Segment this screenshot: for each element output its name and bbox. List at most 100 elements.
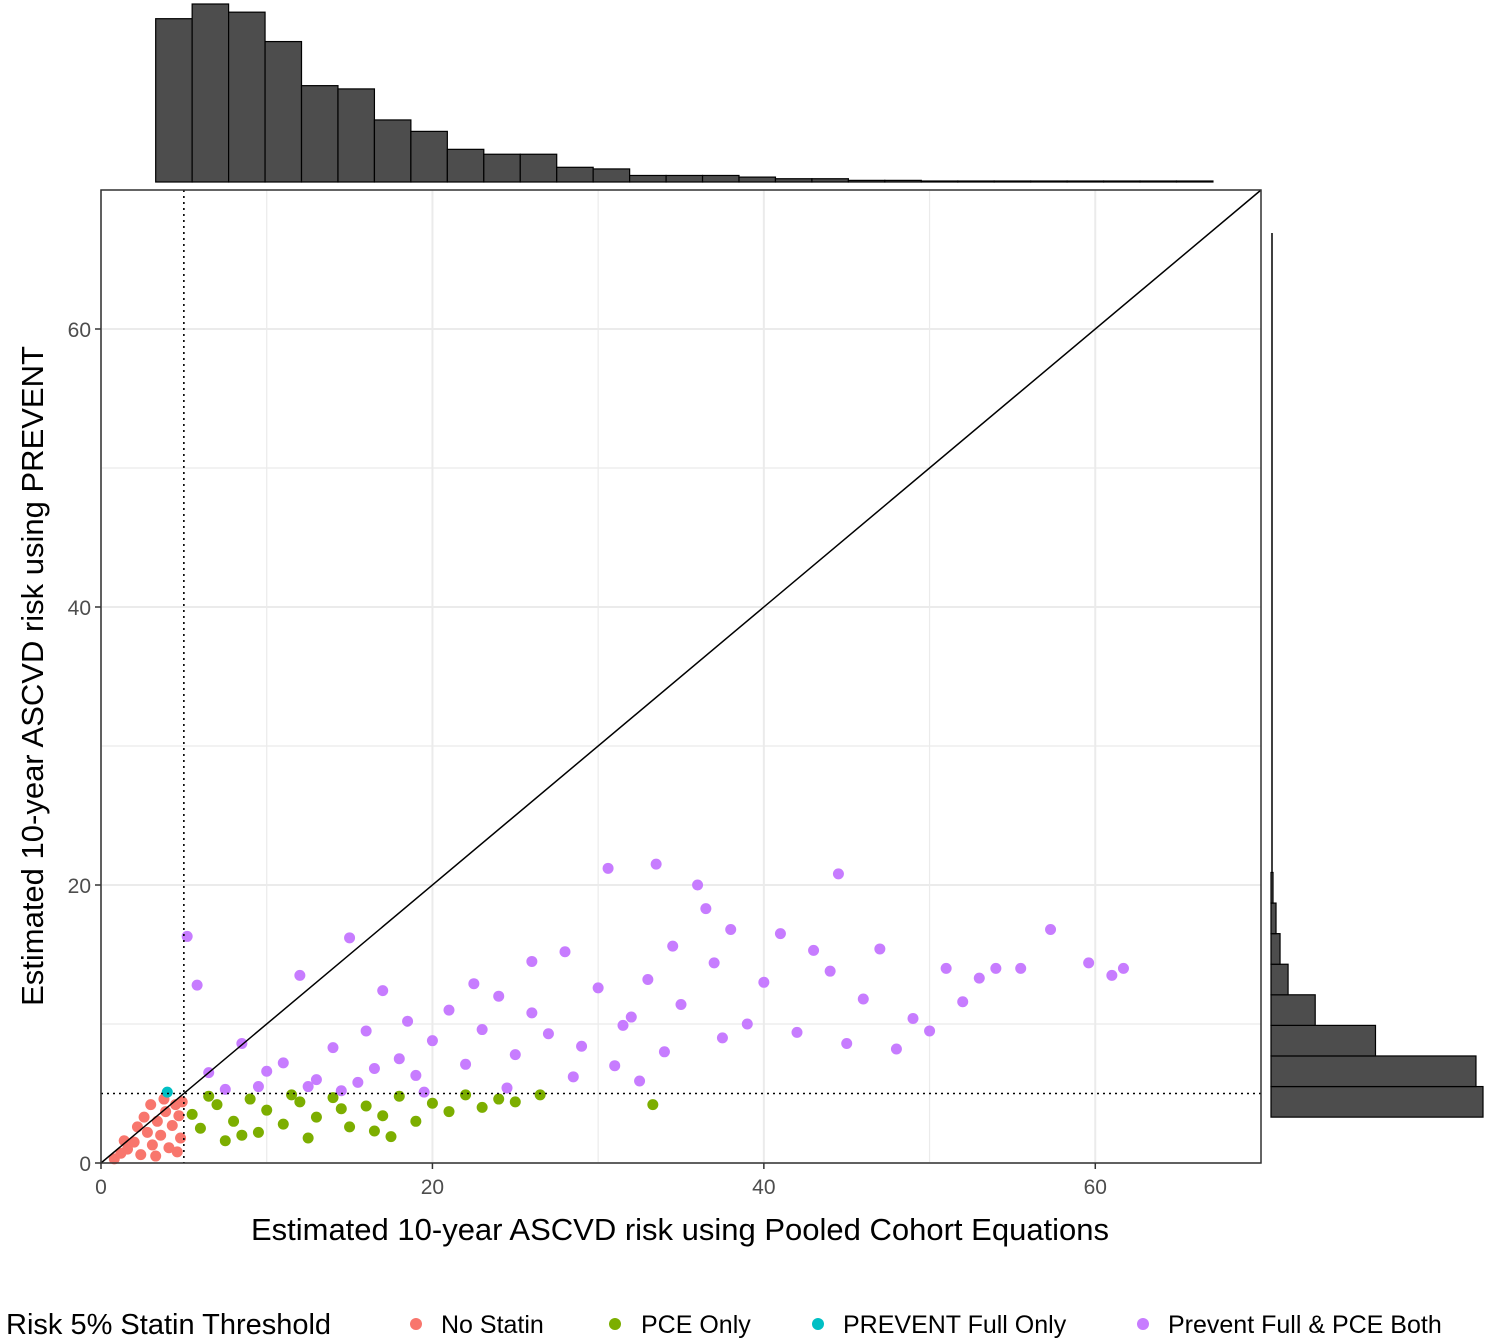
point-prevent-full-pce-both: [476, 1024, 488, 1036]
point-prevent-full-pce-both: [335, 1085, 347, 1097]
point-prevent-full-pce-both: [808, 944, 820, 956]
top-histogram-bar: [957, 180, 995, 183]
top-histogram-bar: [1139, 180, 1178, 183]
point-prevent-full-pce-both: [559, 946, 571, 958]
right-marginal-histogram: [1270, 233, 1484, 1118]
point-no-statin: [138, 1111, 150, 1123]
point-prevent-full-pce-both: [617, 1019, 629, 1031]
point-prevent-full-pce-both: [294, 969, 306, 981]
top-histogram-bar: [483, 153, 521, 183]
point-prevent-full-pce-both: [650, 858, 662, 870]
point-prevent-full-pce-both: [460, 1058, 472, 1070]
point-no-statin: [128, 1136, 140, 1148]
point-pce-only: [277, 1118, 289, 1130]
y-axis-title: Estimated 10-year ASCVD risk using PREVE…: [15, 346, 50, 1006]
point-prevent-full-pce-both: [509, 1049, 521, 1061]
legend-label-pce-only: PCE Only: [641, 1311, 751, 1339]
point-pce-only: [509, 1096, 521, 1108]
point-prevent-full-pce-both: [907, 1012, 919, 1024]
point-prevent-full-pce-both: [675, 999, 687, 1011]
point-prevent-full-pce-both: [567, 1071, 579, 1083]
point-no-statin: [173, 1110, 185, 1122]
point-prevent-full-pce-both: [716, 1032, 728, 1044]
top-histogram-bar: [629, 174, 667, 183]
point-pce-only: [385, 1131, 397, 1143]
y-tick-label: 0: [79, 1153, 91, 1176]
x-axis-title: Estimated 10-year ASCVD risk using Poole…: [251, 1212, 1109, 1247]
point-prevent-full-pce-both: [410, 1069, 422, 1081]
axis-ticks: 0 20 40 60 0 20 40 60: [68, 319, 1107, 1199]
top-histogram-bar: [701, 174, 740, 183]
point-pce-only: [286, 1089, 298, 1101]
point-prevent-full-pce-both: [602, 862, 614, 874]
right-histogram-bar: [1270, 1055, 1477, 1088]
point-no-statin: [171, 1146, 183, 1158]
point-prevent-full-pce-both: [667, 940, 679, 952]
point-pce-only: [443, 1106, 455, 1118]
point-pce-only: [194, 1122, 206, 1134]
point-pce-only: [368, 1125, 380, 1137]
point-prevent-full-pce-both: [924, 1025, 936, 1037]
point-prevent-full-pce-both: [402, 1015, 414, 1027]
point-prevent-full-pce-both: [1106, 969, 1118, 981]
point-pce-only: [236, 1129, 248, 1141]
point-pce-only: [211, 1099, 223, 1111]
point-prevent-full-pce-both: [874, 943, 886, 955]
point-prevent-full-pce-both: [468, 978, 480, 990]
point-prevent-full-pce-both: [252, 1081, 264, 1093]
top-histogram-bar: [1066, 180, 1105, 183]
point-prevent-full-pce-both: [973, 972, 985, 984]
point-pce-only: [410, 1115, 422, 1127]
point-prevent-full-pce-both: [609, 1060, 621, 1072]
y-tick-label: 60: [68, 319, 91, 342]
point-prevent-full-pce-both: [642, 974, 654, 986]
point-pce-only: [493, 1093, 505, 1105]
point-pce-only: [426, 1097, 438, 1109]
point-pce-only: [310, 1111, 322, 1123]
point-prevent-full-pce-both: [1117, 962, 1129, 974]
y-tick-label: 20: [68, 875, 91, 898]
right-histogram-bar: [1270, 963, 1289, 996]
right-histogram-bar: [1270, 1024, 1377, 1057]
right-histogram-bar: [1270, 994, 1316, 1026]
legend-title: Risk 5% Statin Threshold: [6, 1309, 331, 1341]
point-prevent-full-pce-both: [824, 965, 836, 977]
top-histogram-bar: [1102, 180, 1141, 183]
right-histogram-bar: [1270, 933, 1281, 965]
point-prevent-full-pce-both: [625, 1011, 637, 1023]
point-no-statin: [166, 1119, 178, 1131]
point-pce-only: [360, 1100, 372, 1112]
reference-lines: [100, 189, 1262, 1164]
top-histogram-bar: [556, 166, 594, 183]
legend-swatch-prevent-full-pce-both: [1137, 1318, 1149, 1330]
point-pce-only: [476, 1101, 488, 1113]
top-histogram-bar: [665, 174, 704, 183]
point-prevent-full-pce-both: [377, 985, 389, 997]
point-prevent-full-pce-both: [841, 1037, 853, 1049]
point-pce-only: [377, 1110, 389, 1122]
point-pce-only: [460, 1089, 472, 1101]
point-pce-only: [219, 1135, 231, 1147]
point-no-statin: [141, 1126, 153, 1138]
main-plot-panel: [100, 189, 1262, 1165]
point-prevent-full-pce-both: [708, 957, 720, 969]
top-histogram-bar: [300, 85, 339, 183]
point-prevent-full-pce-both: [277, 1057, 289, 1069]
x-tick-label: 60: [1084, 1176, 1107, 1199]
legend-label-prevent-full-pce-both: Prevent Full & PCE Both: [1168, 1311, 1442, 1339]
top-histogram-bar: [1030, 180, 1068, 183]
y-tick-label: 40: [68, 597, 91, 620]
point-prevent-full-pce-both: [219, 1083, 231, 1095]
x-tick-label: 20: [421, 1176, 444, 1199]
point-prevent-full-pce-both: [774, 928, 786, 940]
point-no-statin: [155, 1129, 167, 1141]
top-histogram-bar: [592, 168, 631, 183]
point-prevent-full-pce-both: [526, 955, 538, 967]
top-histogram-bar: [264, 40, 303, 183]
top-histogram-bar: [519, 153, 558, 183]
point-prevent-full-pce-both: [700, 903, 712, 915]
point-no-statin: [135, 1149, 147, 1161]
point-no-statin: [146, 1139, 158, 1151]
point-prevent-full-pce-both: [741, 1018, 753, 1030]
